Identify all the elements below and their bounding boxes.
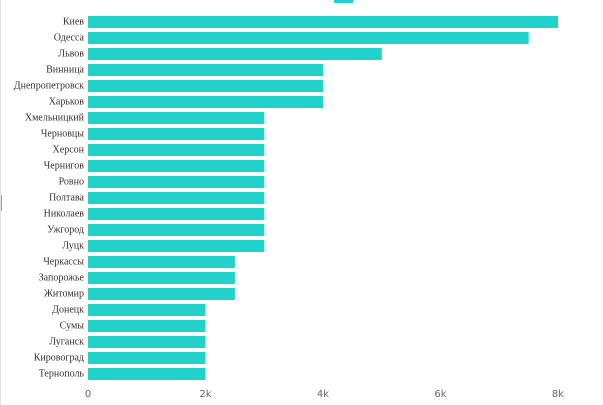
top-handle: [334, 0, 353, 3]
y-tick-label: Николаев: [44, 208, 85, 219]
bar: [88, 240, 265, 252]
bar: [88, 144, 265, 156]
bar: [88, 272, 235, 284]
y-tick-label: Харьков: [49, 96, 85, 107]
y-tick-label: Днепропетровск: [14, 80, 84, 91]
y-tick-label: Хмельницкий: [25, 112, 85, 123]
bar: [88, 16, 558, 28]
y-tick-label: Херсон: [53, 144, 85, 155]
bar: [88, 80, 323, 92]
y-tick-label: Донецк: [52, 304, 84, 315]
y-tick-label: Львов: [58, 48, 84, 59]
y-tick-label: Ровно: [59, 176, 84, 187]
y-tick-label: Чернигов: [44, 160, 84, 171]
bar: [88, 224, 265, 236]
x-tick-label: 2k: [199, 389, 211, 400]
y-tick-label: Винница: [46, 64, 84, 75]
x-tick-label: 6k: [434, 389, 446, 400]
y-tick-label: Одесса: [54, 32, 85, 43]
bar: [88, 304, 206, 316]
y-tick-label: Житомир: [44, 288, 84, 299]
x-tick-label: 0: [85, 389, 91, 400]
bar: [88, 176, 265, 188]
bar: [88, 160, 265, 172]
bar: [88, 64, 323, 76]
bar: [88, 352, 206, 364]
bar: [88, 336, 206, 348]
y-tick-label: Сумы: [60, 320, 85, 331]
y-tick-label: Черкассы: [43, 256, 84, 267]
y-tick-label: Киев: [63, 16, 84, 27]
bar: [88, 288, 235, 300]
bar: [88, 32, 529, 44]
bar: [88, 208, 265, 220]
bar: [88, 320, 206, 332]
y-tick-label: Черновцы: [41, 128, 84, 139]
y-tick-label: Тернополь: [39, 368, 85, 379]
bar: [88, 256, 235, 268]
x-tick-label: 8k: [552, 389, 564, 400]
y-tick-label: Луганск: [49, 336, 84, 347]
bar: [88, 112, 265, 124]
y-tick-label: Запорожье: [39, 272, 85, 283]
y-tick-label: Полтава: [49, 192, 85, 203]
bar: [88, 128, 265, 140]
bar: [88, 96, 323, 108]
bar: [88, 192, 265, 204]
x-tick-label: 4k: [317, 389, 329, 400]
y-tick-label: Ужгород: [47, 224, 84, 235]
bar: [88, 368, 206, 380]
y-tick-label: Луцк: [62, 240, 84, 251]
bar: [88, 48, 382, 60]
y-tick-label: Кировоград: [34, 352, 84, 363]
